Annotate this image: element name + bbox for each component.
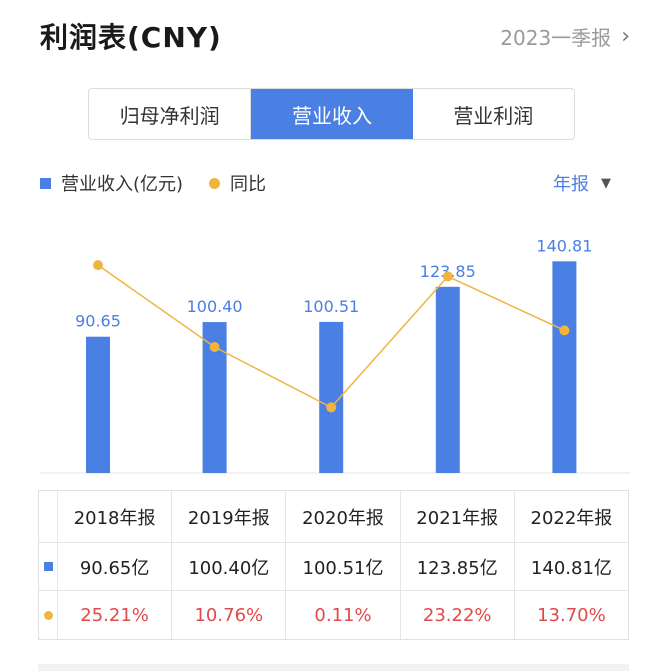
- table-header-row: 2018年报 2019年报 2020年报 2021年报 2022年报: [39, 491, 628, 543]
- line-legend-swatch: [209, 177, 221, 189]
- metric-tabs: 归母净利润 营业收入 营业利润: [88, 88, 575, 140]
- header-spacer: [39, 491, 57, 542]
- caret-down-icon: ▼: [601, 175, 611, 191]
- tab-operating-profit[interactable]: 营业利润: [453, 103, 534, 128]
- header-cell: 2021年报: [399, 491, 514, 542]
- yoy-point: [559, 325, 570, 336]
- revenue-bar: [552, 261, 577, 473]
- revenue-bar: [86, 336, 110, 473]
- revenue-cell: 140.81亿: [513, 543, 628, 590]
- revenue-cell: 100.51亿: [285, 543, 399, 590]
- revenue-bar: [435, 286, 460, 473]
- data-table: 2018年报 2019年报 2020年报 2021年报 2022年报 90.65…: [38, 490, 629, 640]
- yoy-point: [93, 260, 103, 271]
- bar-value-label: 100.40: [187, 297, 243, 316]
- yoy-point: [209, 342, 220, 353]
- bar-value-label: 100.51: [303, 297, 359, 316]
- period-selector[interactable]: 2023一季报 ›: [500, 22, 630, 51]
- chevron-right-icon: ›: [621, 24, 630, 49]
- yoy-cell: 23.22%: [399, 591, 514, 639]
- yoy-point: [326, 402, 337, 413]
- bar-value-label: 123.85: [420, 262, 476, 281]
- line-legend-label: 同比: [230, 174, 267, 195]
- period-label: 2023一季报: [500, 26, 612, 50]
- revenue-cell: 90.65亿: [57, 543, 171, 590]
- header-cell: 2018年报: [57, 491, 171, 542]
- revenue-chart: 90.65 100.40 100.51 123.85 140.81: [40, 236, 630, 474]
- revenue-cell: 123.85亿: [399, 543, 514, 590]
- dot-marker-icon: [43, 610, 53, 620]
- report-type-dropdown[interactable]: 年报 ▼: [553, 170, 611, 196]
- square-marker-icon: [43, 562, 53, 571]
- header-cell: 2019年报: [171, 491, 285, 542]
- yoy-point: [442, 271, 453, 282]
- revenue-cell: 100.40亿: [171, 543, 285, 590]
- yoy-cell: 0.11%: [285, 591, 399, 639]
- bottom-divider: [38, 664, 629, 671]
- bar-value-label: 90.65: [75, 312, 121, 331]
- table-row-revenue: 90.65亿 100.40亿 100.51亿 123.85亿 140.81亿: [39, 543, 628, 591]
- header-cell: 2022年报: [513, 491, 628, 542]
- bar-legend-label: 营业收入(亿元): [61, 174, 184, 195]
- tab-revenue[interactable]: 营业收入: [250, 89, 413, 139]
- yoy-cell: 10.76%: [171, 591, 285, 639]
- report-type-value: 年报: [553, 174, 589, 195]
- page-title: 利润表(CNY): [40, 21, 222, 54]
- tab-net-profit[interactable]: 归母净利润: [119, 103, 220, 128]
- bar-value-label: 140.81: [536, 236, 592, 255]
- yoy-cell: 25.21%: [57, 591, 171, 639]
- header-cell: 2020年报: [285, 491, 399, 542]
- bar-legend-swatch: [40, 177, 51, 189]
- chart-legend: 营业收入(亿元) 同比: [40, 170, 266, 196]
- table-row-yoy: 25.21% 10.76% 0.11% 23.22% 13.70%: [39, 591, 628, 639]
- yoy-row-marker: [39, 591, 57, 639]
- yoy-cell: 13.70%: [513, 591, 628, 639]
- header: 利润表(CNY) 2023一季报 ›: [40, 14, 630, 58]
- revenue-row-marker: [39, 543, 57, 590]
